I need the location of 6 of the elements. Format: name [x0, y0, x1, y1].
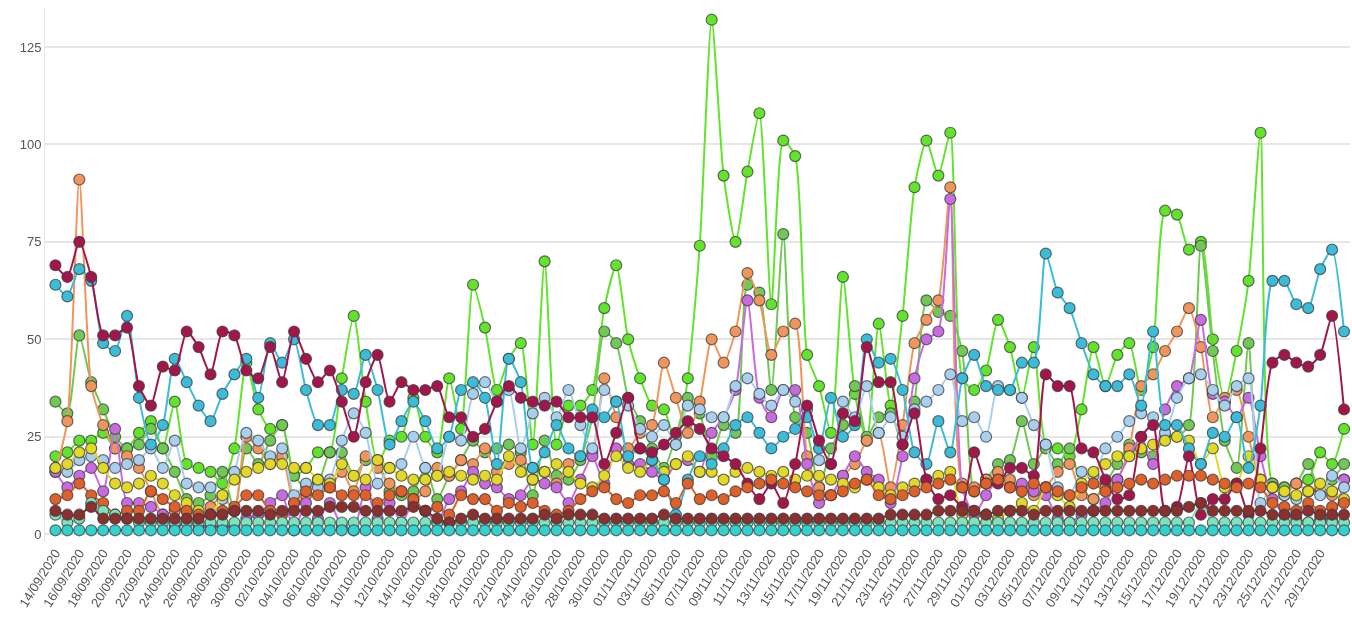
y-tick-label: 25: [26, 429, 42, 445]
y-tick-label: 100: [19, 136, 42, 152]
y-tick-label: 0: [34, 526, 42, 542]
y-tick-label: 125: [19, 39, 42, 55]
y-tick-label: 50: [26, 331, 42, 347]
y-tick-label: 75: [26, 234, 42, 250]
